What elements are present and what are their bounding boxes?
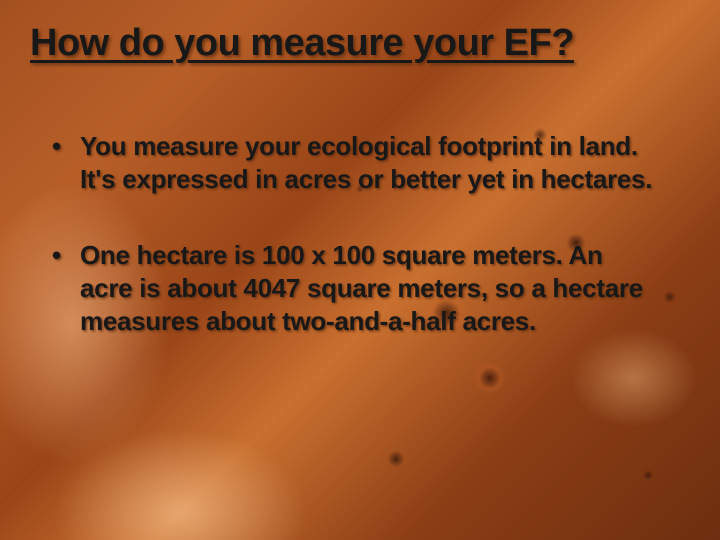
slide-body: You measure your ecological footprint in…: [52, 130, 660, 338]
slide: How do you measure your EF? You measure …: [0, 0, 720, 540]
bullet-item: You measure your ecological footprint in…: [52, 130, 660, 197]
bullet-item: One hectare is 100 x 100 square meters. …: [52, 239, 660, 339]
bullet-list: You measure your ecological footprint in…: [52, 130, 660, 338]
slide-title: How do you measure your EF?: [30, 22, 690, 65]
